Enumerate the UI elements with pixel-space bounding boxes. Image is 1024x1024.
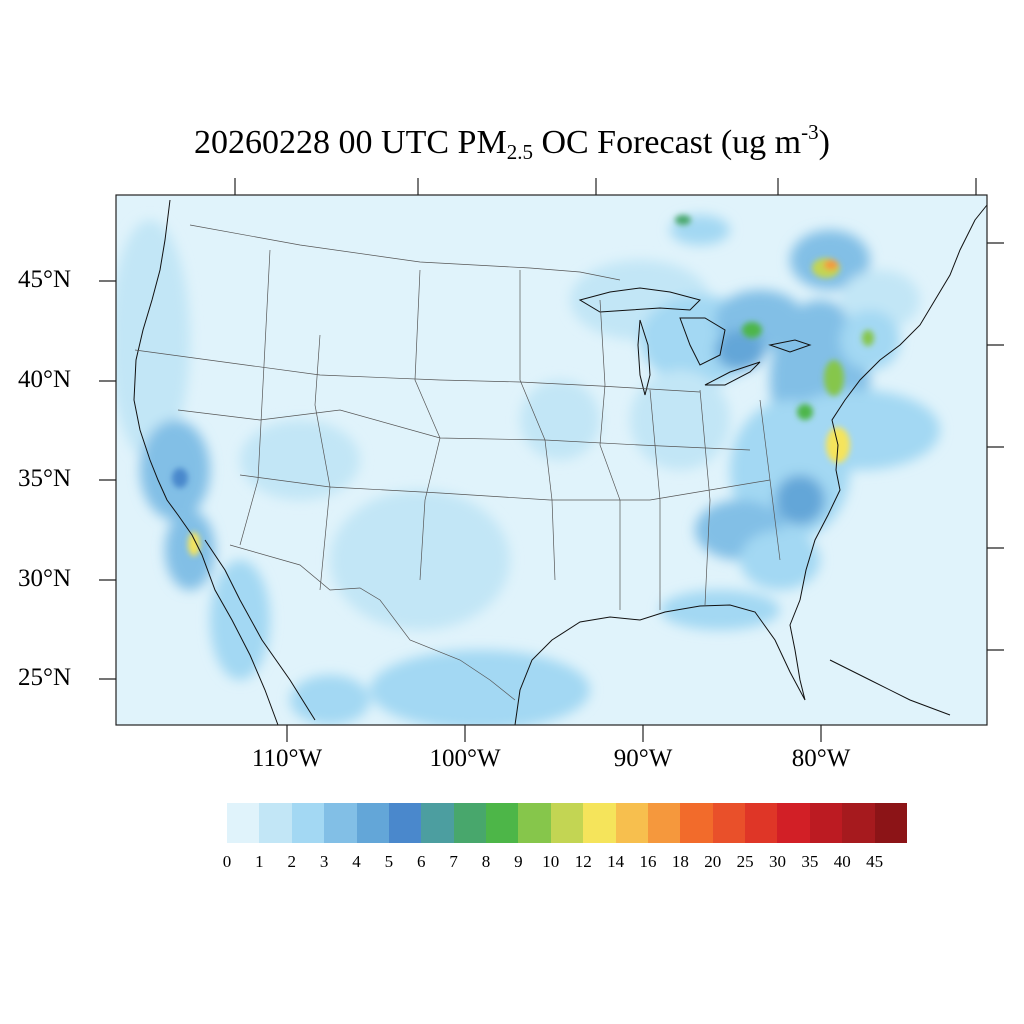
colorbar-label: 30 — [768, 852, 786, 871]
concentration-blob — [775, 475, 825, 525]
colorbar-label: 45 — [866, 852, 884, 871]
mexico-border — [229, 544, 516, 701]
colorbar-label: 4 — [352, 852, 361, 871]
colorbar-label: 18 — [671, 852, 689, 871]
lon-label-90w: 90°W — [613, 745, 673, 772]
concentration-field — [116, 195, 987, 725]
atlantic-coastline — [799, 204, 987, 601]
concentration-blob — [660, 590, 780, 630]
colorbar-swatch — [291, 803, 325, 843]
state-borders — [134, 224, 781, 701]
coastlines — [133, 199, 987, 725]
colorbar-swatch — [486, 803, 519, 843]
colorbar-label: 8 — [481, 852, 491, 871]
gulf-coastline — [514, 599, 806, 725]
gulf-of-california-coast — [204, 539, 316, 721]
concentration-blob — [780, 390, 940, 470]
colorbar-swatch — [842, 803, 875, 843]
colorbar-label: 2 — [287, 852, 297, 871]
lon-label-80w: 80°W — [791, 745, 851, 772]
lake-superior — [578, 287, 701, 313]
tick-marks — [99, 178, 1004, 742]
colorbar-label: 14 — [607, 852, 625, 871]
lon-label-100w: 100°W — [429, 745, 501, 772]
colorbar-label: 6 — [417, 852, 426, 871]
concentration-blob — [140, 420, 210, 520]
canada-border — [189, 224, 621, 281]
colorbar-label: 35 — [801, 852, 819, 871]
colorbar-label: 10 — [542, 852, 560, 871]
colorbar-swatch — [712, 803, 745, 843]
colorbar — [227, 803, 907, 843]
colorbar-label: 5 — [384, 852, 394, 871]
concentration-blob — [675, 215, 691, 225]
colorbar-label: 16 — [639, 852, 657, 871]
map-frame — [115, 194, 988, 726]
colorbar-swatch — [324, 803, 357, 843]
colorbar-swatch — [550, 803, 584, 843]
hotspot-concentration — [172, 215, 874, 556]
colorbar-swatch — [518, 803, 551, 843]
lon-label-110w: 110°W — [251, 745, 323, 772]
title-subscript: 2.5 — [506, 140, 533, 164]
colorbar-label: 3 — [319, 852, 329, 871]
colorbar-swatch — [388, 803, 422, 843]
cuba-coast — [829, 659, 951, 716]
title-middle: OC Forecast (ug m — [532, 124, 802, 161]
lake-erie — [704, 361, 761, 386]
colorbar-label: 1 — [255, 852, 264, 871]
concentration-blob — [172, 468, 188, 488]
colorbar-swatch — [615, 803, 648, 843]
colorbar-swatch — [874, 803, 907, 843]
colorbar-label: 25 — [736, 852, 754, 871]
lake-michigan — [637, 319, 651, 396]
concentration-blob — [797, 404, 813, 420]
colorbar-swatch — [647, 803, 681, 843]
colorbar-swatch — [356, 803, 389, 843]
colorbar-swatch — [421, 803, 454, 843]
colorbar-swatch — [453, 803, 486, 843]
colorbar-swatch — [259, 803, 292, 843]
concentration-blob — [188, 532, 200, 556]
concentration-blob — [824, 260, 838, 270]
lat-label-30n: 30°N — [18, 565, 72, 592]
title-superscript: -3 — [801, 120, 819, 144]
map-title: 20260228 00 UTC PM2.5 OC Forecast (ug m-… — [0, 120, 1024, 165]
concentration-blob — [210, 560, 270, 680]
title-suffix: ) — [818, 124, 830, 161]
concentration-blob — [240, 420, 360, 500]
background-concentration — [116, 215, 940, 725]
colorbar-label: 12 — [574, 852, 592, 871]
colorbar-swatch — [583, 803, 616, 843]
lake-huron — [679, 317, 726, 366]
lat-label-35n: 35°N — [18, 465, 72, 492]
concentration-blob — [862, 330, 874, 346]
colorbar-label: 20 — [704, 852, 722, 871]
colorbar-swatch — [680, 803, 713, 843]
concentration-blob — [742, 322, 762, 338]
concentration-blob — [715, 330, 765, 370]
lat-label-40n: 40°N — [18, 366, 72, 393]
concentration-blob — [370, 650, 590, 725]
concentration-blob — [330, 490, 510, 630]
title-prefix: 20260228 00 UTC PM — [194, 124, 507, 161]
colorbar-label: 40 — [833, 852, 851, 871]
concentration-blob — [520, 380, 600, 460]
lat-label-25n: 25°N — [18, 664, 72, 691]
colorbar-label: 0 — [222, 852, 232, 871]
colorbar-label: 7 — [449, 852, 458, 871]
colorbar-swatch — [777, 803, 810, 843]
lat-label-45n: 45°N — [18, 266, 72, 293]
colorbar-label: 9 — [514, 852, 523, 871]
colorbar-swatch — [809, 803, 843, 843]
colorbar-swatch — [227, 803, 260, 843]
lake-ontario — [768, 339, 812, 353]
concentration-blob — [824, 360, 844, 396]
colorbar-swatch — [745, 803, 778, 843]
pacific-coastline — [133, 199, 279, 725]
